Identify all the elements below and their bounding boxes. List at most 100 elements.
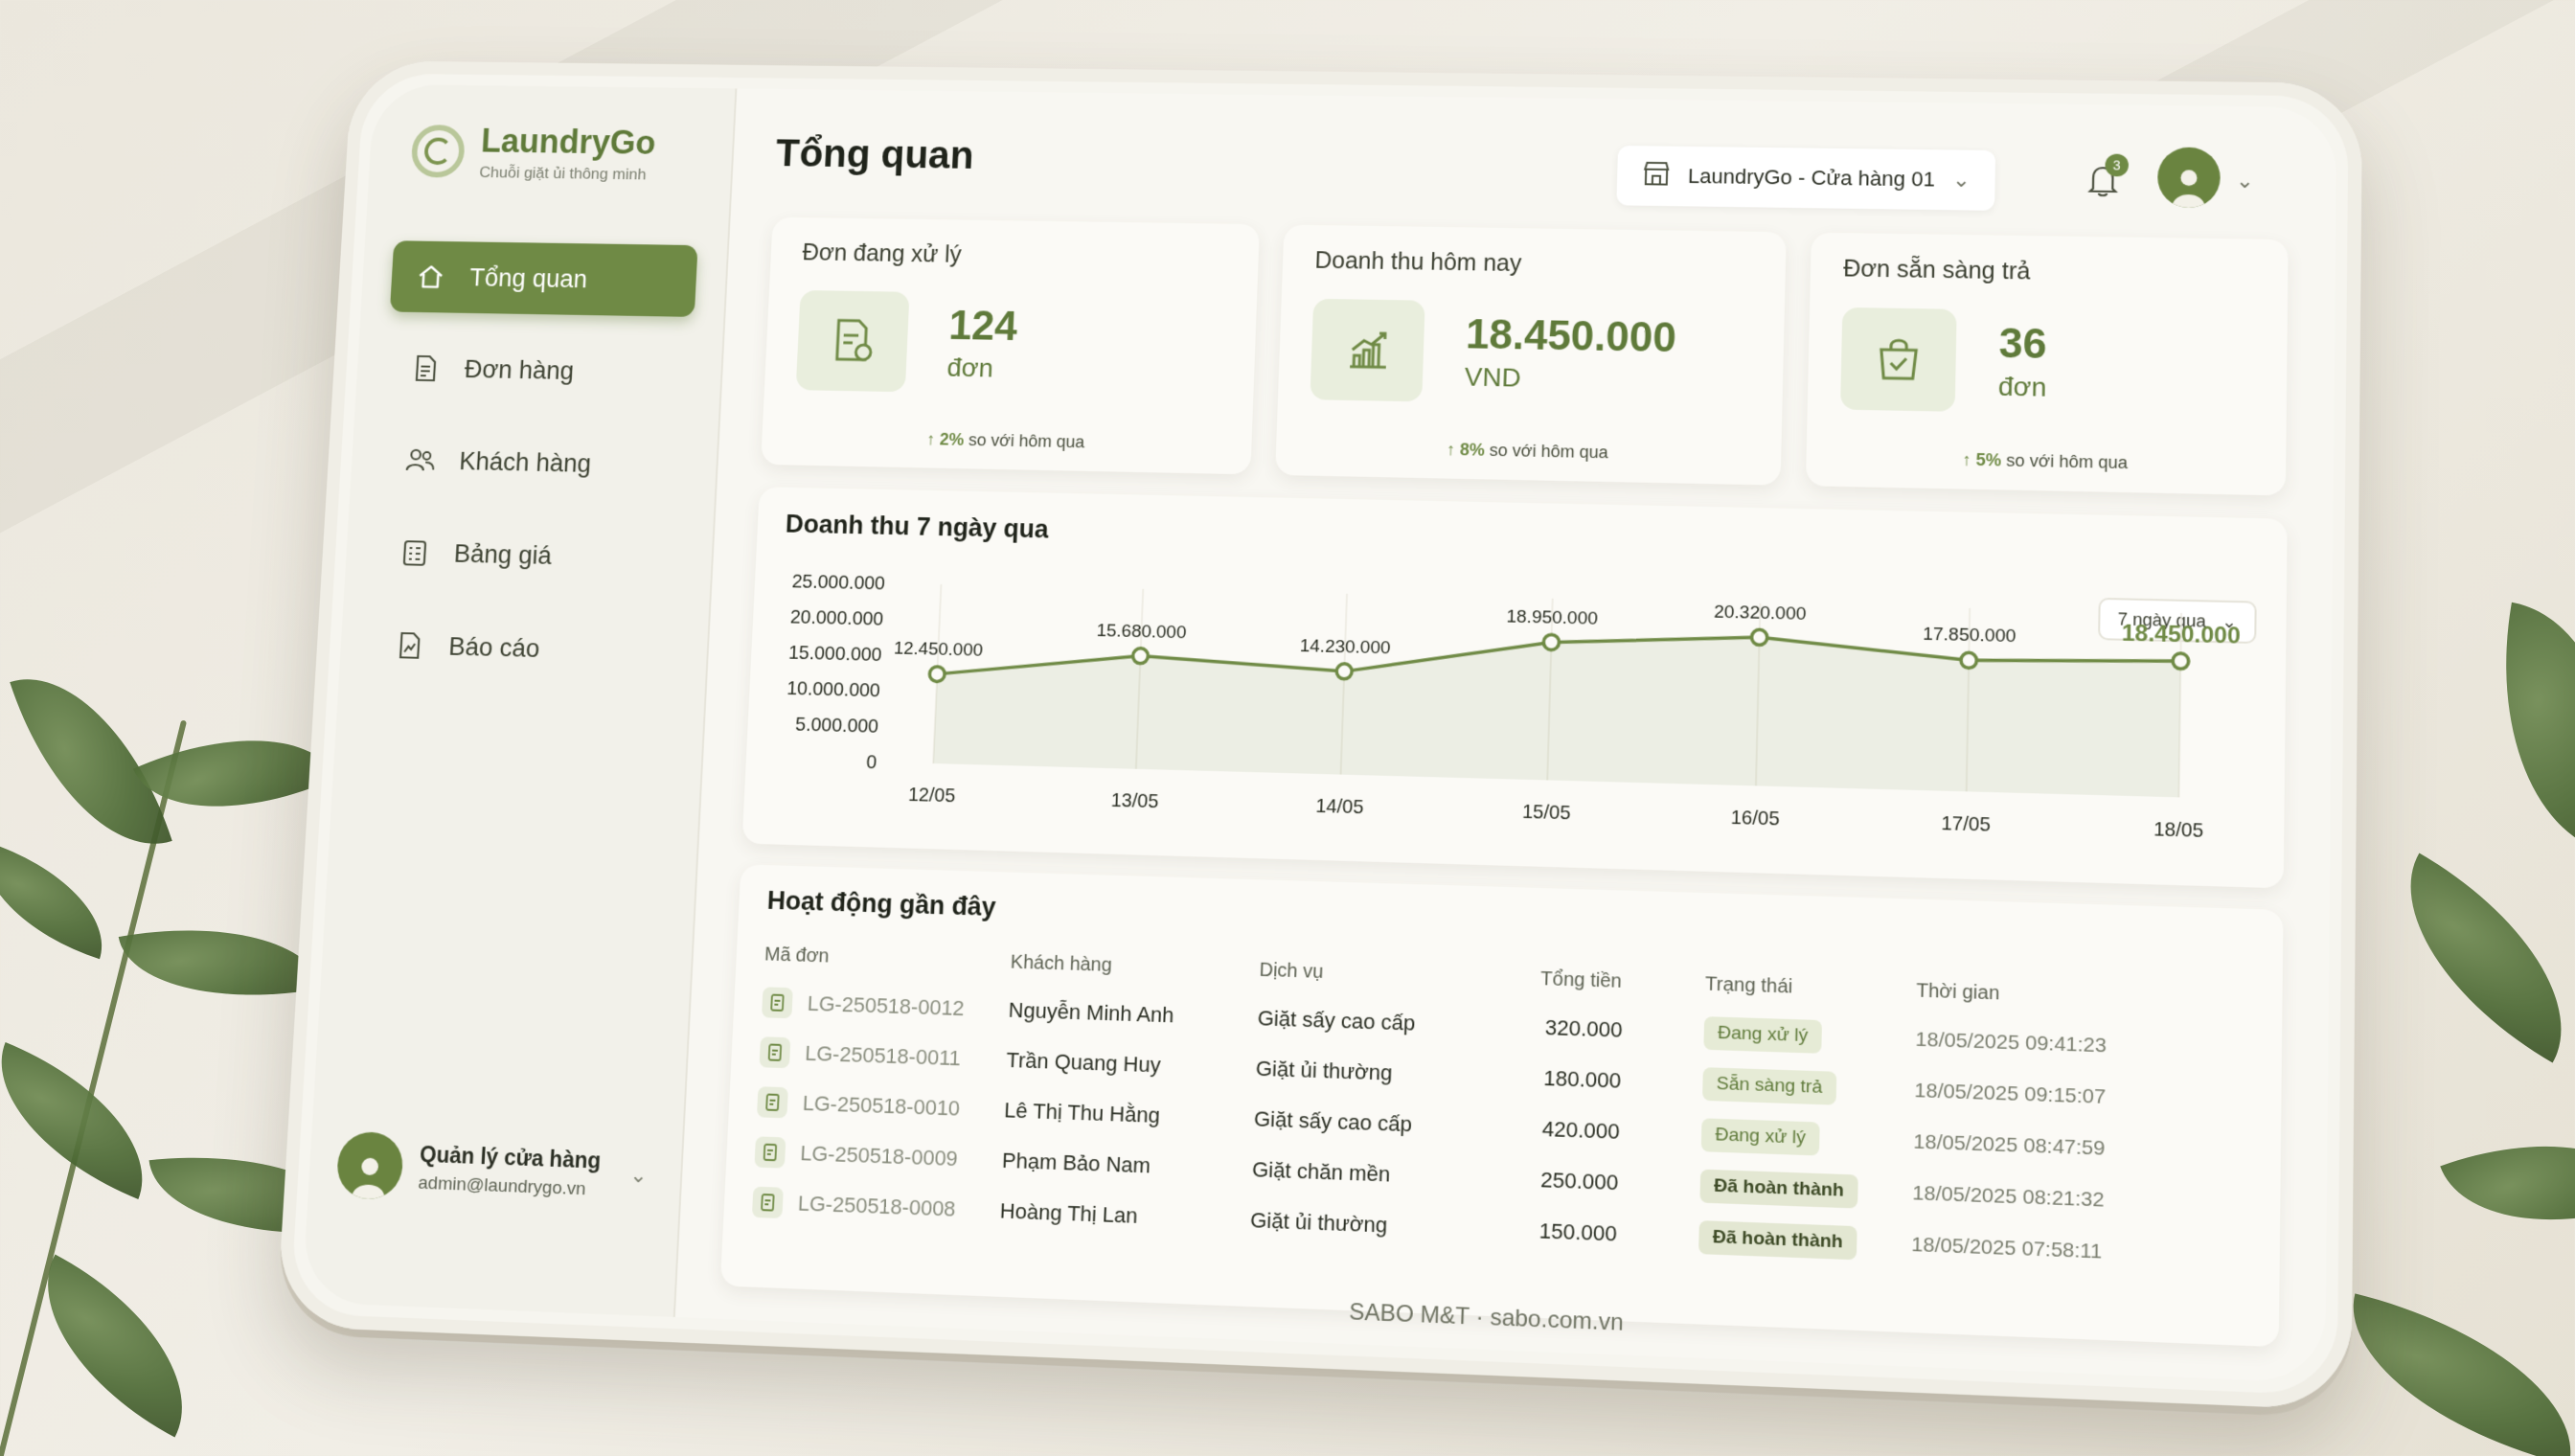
arrow-up-icon: ↑ xyxy=(1962,450,1976,469)
user-profile-menu[interactable]: Quản lý cửa hàng admin@laundrygo.vn ⌄ xyxy=(335,1131,649,1210)
store-name: LaundryGo - Cửa hàng 01 xyxy=(1688,164,1935,192)
stats-row: Đơn đang xử lý 124 đơn ↑ 2% so với hôm q… xyxy=(761,217,2290,496)
order-total: 320.000 xyxy=(1538,1002,1704,1058)
tablet-device: LaundryGo Chuỗi giặt ủi thông minh Tổng … xyxy=(276,60,2362,1410)
users-icon xyxy=(403,444,436,476)
order-code[interactable]: LG-250518-0008 xyxy=(797,1191,956,1221)
data-label: 18.950.000 xyxy=(1506,605,1598,628)
arrow-up-icon: ↑ xyxy=(1447,440,1461,459)
shopping-bag-check-icon xyxy=(1840,307,1957,412)
recent-activity-card: Hoạt động gần đây Mã đơn Khách hàng Dịch… xyxy=(720,864,2284,1347)
sidebar-item-label: Tổng quan xyxy=(469,263,588,294)
stat-unit: đơn xyxy=(1998,372,2047,403)
x-tick-label: 14/05 xyxy=(1315,795,1364,818)
order-total: 250.000 xyxy=(1534,1154,1700,1212)
y-tick-label: 5.000.000 xyxy=(795,714,879,737)
x-tick-label: 18/05 xyxy=(2153,819,2203,842)
sidebar-item-label: Đơn hàng xyxy=(464,354,575,385)
main-content: Tổng quan LaundryGo - Cửa hàng 01 ⌄ 3 ⌄ xyxy=(675,88,2336,1382)
stat-card-revenue-today[interactable]: Doanh thu hôm nay 18.450.000 VND ↑ 8% so… xyxy=(1275,225,1787,486)
order-code[interactable]: LG-250518-0010 xyxy=(802,1091,960,1122)
customer-name: Nguyễn Minh Anh xyxy=(1008,986,1259,1044)
app-screen: LaundryGo Chuỗi giặt ủi thông minh Tổng … xyxy=(302,84,2336,1383)
customer-name: Trần Quang Huy xyxy=(1005,1035,1256,1094)
y-tick-label: 10.000.000 xyxy=(786,678,881,702)
chevron-down-icon[interactable]: ⌄ xyxy=(2236,169,2254,193)
status-cell: Sẵn sàng trả xyxy=(1702,1058,1915,1117)
receipt-icon xyxy=(762,987,793,1018)
data-point xyxy=(2173,653,2189,670)
x-tick-label: 17/05 xyxy=(1941,813,1991,836)
order-time: 18/05/2025 07:58:11 xyxy=(1911,1219,2250,1284)
sidebar-item-orders[interactable]: Đơn hàng xyxy=(384,331,693,409)
brand[interactable]: LaundryGo Chuỗi giặt ủi thông minh xyxy=(398,121,704,185)
stat-value: 18.450.000 xyxy=(1465,311,1676,362)
chevron-down-icon: ⌄ xyxy=(1952,168,1971,193)
trend-text: so với hôm qua xyxy=(1490,441,1608,462)
revenue-chart-icon xyxy=(1310,299,1424,402)
customer-name: Hoàng Thị Lan xyxy=(999,1186,1251,1246)
x-tick-label: 16/05 xyxy=(1730,807,1780,830)
y-tick-label: 0 xyxy=(866,752,877,774)
status-badge: Đang xử lý xyxy=(1703,1016,1822,1054)
order-code-cell: LG-250518-0011 xyxy=(759,1027,1008,1085)
sidebar-item-pricing[interactable]: Bảng giá xyxy=(374,515,684,595)
y-tick-label: 20.000.000 xyxy=(789,606,883,629)
order-code-cell: LG-250518-0012 xyxy=(761,977,1009,1035)
header-avatar[interactable] xyxy=(2157,147,2221,208)
status-cell: Đang xử lý xyxy=(1703,1008,1916,1065)
document-icon xyxy=(409,353,442,384)
order-code[interactable]: LG-250518-0009 xyxy=(800,1141,959,1172)
order-code-cell: LG-250518-0008 xyxy=(751,1177,1001,1237)
stat-card-ready[interactable]: Đơn sẵn sàng trả 36 đơn ↑ 5% so với hôm … xyxy=(1806,233,2289,496)
x-tick-label: 12/05 xyxy=(908,785,956,808)
store-selector[interactable]: LaundryGo - Cửa hàng 01 ⌄ xyxy=(1616,146,1995,211)
data-label: 20.320.000 xyxy=(1714,601,1807,624)
order-code-cell: LG-250518-0009 xyxy=(754,1126,1003,1186)
data-point xyxy=(1751,629,1767,645)
revenue-line-chart: 25.000.000 20.000.000 15.000.000 10.000.000… xyxy=(770,562,2280,878)
y-tick-label: 25.000.000 xyxy=(791,571,885,594)
status-cell: Đã hoàn thành xyxy=(1699,1160,1913,1219)
data-point xyxy=(929,667,945,682)
status-badge: Sẵn sàng trả xyxy=(1702,1067,1836,1105)
avatar xyxy=(335,1131,404,1200)
trend-percent: 8% xyxy=(1460,440,1486,459)
data-label: 12.450.000 xyxy=(894,638,984,660)
trend-percent: 2% xyxy=(940,430,965,449)
user-email: admin@laundrygo.vn xyxy=(418,1172,600,1200)
trend-text: so với hôm qua xyxy=(2006,451,2128,472)
service-name: Giặt ủi thường xyxy=(1249,1195,1534,1257)
data-point xyxy=(1543,634,1560,649)
customer-name: Phạm Bảo Nam xyxy=(1001,1135,1253,1194)
stat-value: 124 xyxy=(948,303,1018,351)
price-list-icon xyxy=(399,536,431,569)
activity-table: Mã đơn Khách hàng Dịch vụ Tổng tiền Trạn… xyxy=(751,941,2252,1285)
order-code[interactable]: LG-250518-0012 xyxy=(807,991,965,1021)
sidebar-item-customers[interactable]: Khách hàng xyxy=(379,423,689,502)
stat-unit: đơn xyxy=(946,353,1016,383)
top-bar: Tổng quan LaundryGo - Cửa hàng 01 ⌄ 3 ⌄ xyxy=(773,122,2290,226)
data-point xyxy=(1336,664,1352,679)
order-code[interactable]: LG-250518-0011 xyxy=(805,1041,962,1072)
data-label: 17.850.000 xyxy=(1923,624,2017,647)
sidebar-nav: Tổng quan Đơn hàng Khách hàng xyxy=(368,240,697,689)
notifications-button[interactable]: 3 xyxy=(2079,157,2127,203)
x-tick-label: 15/05 xyxy=(1522,801,1571,824)
stat-unit: VND xyxy=(1464,362,1675,396)
data-label: 15.680.000 xyxy=(1096,620,1187,642)
sidebar-item-label: Bảng giá xyxy=(453,539,553,570)
status-badge: Đã hoàn thành xyxy=(1698,1220,1857,1260)
stat-trend: ↑ 8% so với hôm qua xyxy=(1276,437,1782,466)
sidebar-item-overview[interactable]: Tổng quan xyxy=(390,240,698,317)
stat-trend: ↑ 5% so với hôm qua xyxy=(1806,447,2286,477)
sidebar-item-reports[interactable]: Báo cáo xyxy=(368,608,679,689)
data-point xyxy=(1961,652,1977,668)
receipt-icon xyxy=(754,1136,786,1168)
status-badge: Đang xử lý xyxy=(1701,1118,1820,1155)
sidebar: LaundryGo Chuỗi giặt ủi thông minh Tổng … xyxy=(302,84,738,1317)
stat-card-processing[interactable]: Đơn đang xử lý 124 đơn ↑ 2% so với hôm q… xyxy=(761,217,1260,475)
chart-title: Doanh thu 7 ngày qua xyxy=(785,510,2257,571)
arrow-up-icon: ↑ xyxy=(926,430,940,449)
stat-label: Đơn sẵn sàng trả xyxy=(1843,256,2255,289)
